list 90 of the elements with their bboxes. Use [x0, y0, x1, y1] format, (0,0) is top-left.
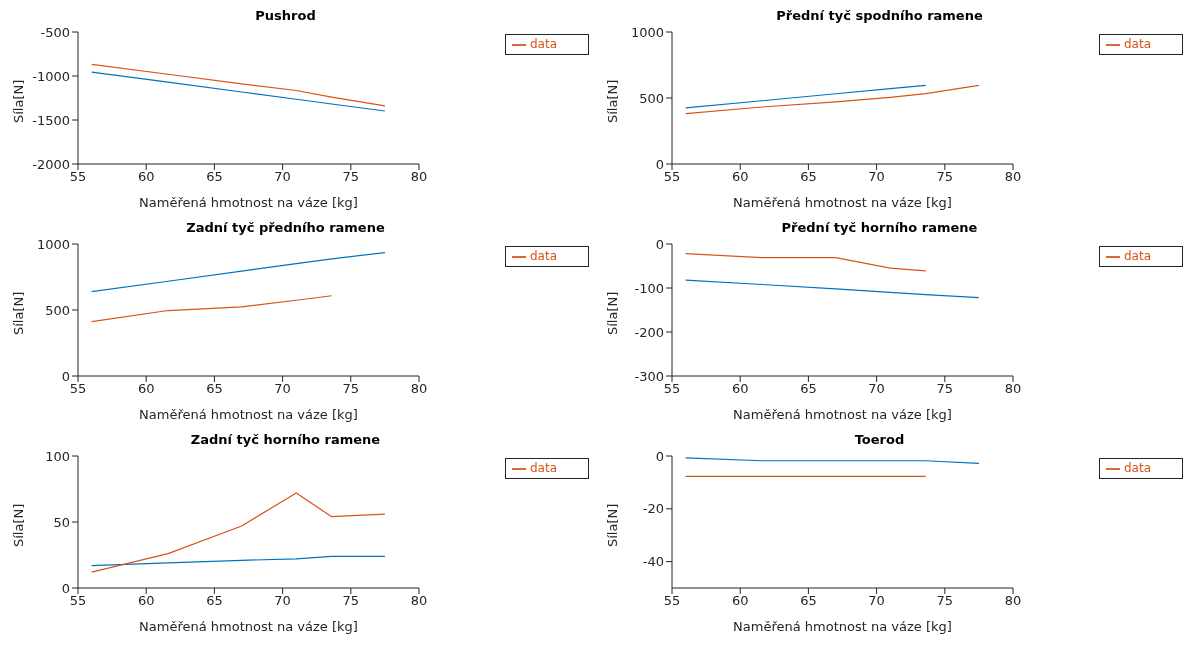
chart-title: Přední tyč spodního ramene — [775, 8, 984, 25]
y-axis-title: Síla[N] — [604, 291, 620, 335]
x-tick-label: 65 — [800, 169, 817, 185]
x-tick-label: 80 — [1004, 381, 1022, 397]
line-series — [91, 63, 386, 107]
x-tick-label: 65 — [800, 381, 817, 397]
x-tick-label: 65 — [206, 381, 223, 397]
x-tick-label: 60 — [731, 593, 749, 609]
y-tick-label: -1500 — [32, 112, 70, 128]
x-tick-label: 55 — [69, 381, 87, 397]
x-tick-label: 55 — [663, 169, 681, 185]
y-tick-label: -1000 — [32, 68, 70, 84]
x-axis-title: Naměřená hmotnost na váze [kg] — [139, 407, 358, 423]
x-tick-label: 75 — [936, 169, 954, 185]
y-tick-label: 0 — [61, 580, 70, 596]
line-series — [91, 295, 333, 323]
x-tick-label: 75 — [342, 381, 360, 397]
chart-title: Toerod — [853, 432, 906, 449]
line-series — [685, 84, 980, 115]
x-tick-label: 55 — [69, 169, 87, 185]
chart-title: Pushrod — [254, 8, 317, 25]
y-tick-label: -200 — [634, 324, 664, 340]
x-tick-label: 70 — [868, 381, 885, 397]
x-tick-label: 60 — [731, 381, 749, 397]
x-axis-title: Naměřená hmotnost na váze [kg] — [139, 619, 358, 635]
x-tick-label: 70 — [274, 381, 291, 397]
x-axis-title: Naměřená hmotnost na váze [kg] — [733, 619, 952, 635]
y-axis-title: Síla[N] — [10, 79, 26, 123]
x-tick-label: 75 — [936, 593, 954, 609]
line-series — [685, 84, 927, 109]
y-tick-label: 0 — [61, 368, 70, 384]
x-tick-label: 80 — [410, 169, 428, 185]
x-axis-title: Naměřená hmotnost na váze [kg] — [733, 195, 952, 211]
y-axis-title: Síla[N] — [10, 503, 26, 547]
y-tick-label: -300 — [634, 368, 664, 384]
x-tick-label: 80 — [410, 593, 428, 609]
x-tick-label: 65 — [206, 169, 223, 185]
y-tick-label: 0 — [655, 156, 664, 172]
y-tick-label: -2000 — [32, 156, 70, 172]
legend-label: data — [1124, 461, 1152, 475]
y-tick-label: -500 — [40, 24, 70, 40]
y-tick-label: 50 — [53, 514, 70, 530]
y-tick-label: 0 — [655, 236, 664, 252]
y-axis-title: Síla[N] — [604, 503, 620, 547]
line-series — [685, 279, 980, 299]
x-tick-label: 70 — [868, 593, 885, 609]
x-axis-title: Naměřená hmotnost na váze [kg] — [139, 195, 358, 211]
x-tick-label: 70 — [274, 169, 291, 185]
x-tick-label: 70 — [868, 169, 885, 185]
x-tick-label: 55 — [663, 381, 681, 397]
line-series — [91, 492, 386, 573]
line-series — [685, 253, 927, 272]
x-tick-label: 55 — [69, 593, 87, 609]
line-series — [91, 71, 386, 112]
chart-title: Zadní tyč předního ramene — [185, 220, 386, 237]
x-tick-label: 70 — [274, 593, 291, 609]
x-tick-label: 60 — [137, 381, 155, 397]
x-tick-label: 65 — [800, 593, 817, 609]
x-tick-label: 65 — [206, 593, 223, 609]
x-tick-label: 55 — [663, 593, 681, 609]
x-tick-label: 60 — [137, 169, 155, 185]
y-tick-label: 500 — [45, 302, 70, 318]
y-tick-label: 500 — [639, 90, 664, 106]
x-tick-label: 60 — [731, 169, 749, 185]
x-tick-label: 80 — [1004, 593, 1022, 609]
x-tick-label: 75 — [936, 381, 954, 397]
line-series — [91, 251, 386, 293]
chart-title: Přední tyč horního ramene — [780, 220, 979, 237]
x-tick-label: 75 — [342, 169, 360, 185]
chart-title: Zadní tyč horního ramene — [189, 432, 382, 449]
y-tick-label: -100 — [634, 280, 664, 296]
y-tick-label: 1000 — [630, 24, 664, 40]
x-tick-label: 60 — [137, 593, 155, 609]
x-tick-label: 80 — [1004, 169, 1022, 185]
legend-label: data — [1124, 249, 1152, 263]
y-axis-title: Síla[N] — [604, 79, 620, 123]
legend-label: data — [530, 461, 558, 475]
x-tick-label: 75 — [342, 593, 360, 609]
y-tick-label: 0 — [655, 448, 664, 464]
legend-label: data — [1124, 37, 1152, 51]
legend-label: data — [530, 37, 558, 51]
legend-label: data — [530, 249, 558, 263]
x-axis-title: Naměřená hmotnost na váze [kg] — [733, 407, 952, 423]
y-axis-title: Síla[N] — [10, 291, 26, 335]
y-tick-label: -40 — [642, 554, 664, 570]
line-series — [91, 555, 386, 567]
y-tick-label: -20 — [642, 501, 664, 517]
y-tick-label: 1000 — [36, 236, 70, 252]
y-tick-label: 100 — [45, 448, 70, 464]
x-tick-label: 80 — [410, 381, 428, 397]
